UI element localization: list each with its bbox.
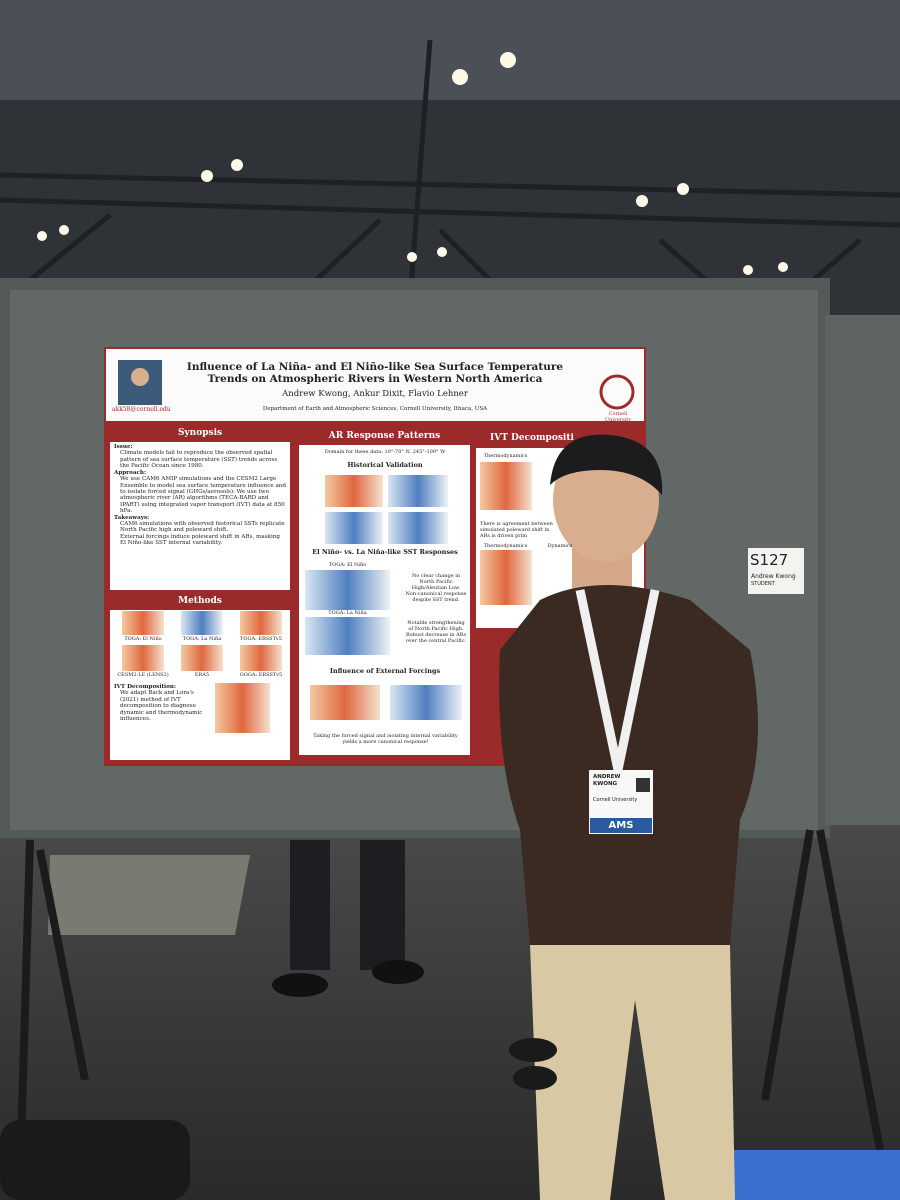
section-heading: Methods	[178, 596, 222, 606]
ceiling-lights	[37, 52, 788, 275]
bullet: CAM6 simulations with observed historica…	[120, 521, 285, 534]
subheading: Influence of External Forcings	[329, 667, 441, 675]
map-label: TOGA: ERSSTv5	[240, 636, 282, 642]
booth-number: S127	[750, 551, 789, 569]
note: Notable strengthening of North Pacific H…	[405, 620, 467, 644]
paragraph: We adapt Back and Lora's (2021) method o…	[120, 690, 203, 723]
synopsis-box	[110, 442, 290, 590]
map-label: ERA5	[194, 672, 210, 678]
subheading: Historical Validation	[347, 461, 423, 469]
paragraph: We use CAM6 AMIP simulations and the CES…	[120, 476, 286, 515]
column-label: Dynamics	[547, 543, 573, 549]
shoe	[272, 973, 328, 997]
badge-first: ANDREW	[593, 774, 621, 780]
badge-org: Cornell University	[593, 797, 638, 803]
floor-plate	[48, 855, 250, 935]
right-board	[825, 315, 900, 825]
sign-card	[748, 548, 804, 594]
poster-affiliation: Department of Earth and Atmospheric Scie…	[262, 406, 488, 412]
presenter-role: STUDENT	[751, 581, 775, 587]
presenter-name: Andrew Kwong	[751, 573, 796, 580]
author-face	[131, 368, 149, 386]
person	[499, 434, 758, 1200]
duct	[0, 0, 900, 100]
label: Issue:	[114, 444, 133, 450]
badge-brand: AMS	[608, 820, 634, 831]
label: Approach:	[114, 469, 147, 476]
note: Taking the forced signal and isolating i…	[313, 733, 458, 745]
institution: Cornell University	[604, 411, 632, 423]
panel-label: TOGA: La Niña	[328, 610, 367, 616]
note: No clear change in North Pacific High/Al…	[405, 573, 467, 603]
maps	[122, 462, 532, 733]
blue-object	[715, 1150, 900, 1200]
map-label: TOGA: El Niño	[124, 636, 162, 642]
visitor-leg	[360, 840, 405, 970]
label: Takeaways:	[114, 514, 150, 521]
map-label: GOGA: ERSSTv5	[239, 672, 283, 678]
cornell-seal	[599, 374, 635, 410]
poster-title: Influence of La Niña- and El Niño-like S…	[186, 361, 564, 386]
badge-last: KWONG	[593, 781, 618, 787]
label: IVT Decomposition:	[114, 684, 177, 690]
poster-authors: Andrew Kwong, Ankur Dixit, Flavio Lehner	[282, 389, 468, 399]
map-label: TOGA: La Niña	[182, 636, 222, 642]
panel-label: TOGA: El Niño	[328, 562, 367, 568]
column-label: Thermodynamics	[483, 453, 528, 459]
subheading: El Niño- vs. La Niña-like SST Responses	[312, 548, 458, 556]
poster-header	[106, 349, 644, 421]
map-label: CESM2-LE (LENS2)	[117, 672, 169, 678]
synopsis-text: Issue: Climate models fail to reproduce …	[114, 444, 286, 547]
section-heading: AR Response Patterns	[328, 431, 441, 441]
shoe	[372, 960, 424, 984]
section-heading: Synopsis	[177, 428, 223, 438]
bag	[0, 1120, 190, 1200]
note: There is agreement between simulated pol…	[480, 521, 553, 539]
author-email: akk58@cornell.edu	[112, 406, 171, 413]
ivt-method: IVT Decomposition: We adapt Back and Lor…	[114, 684, 212, 723]
domain-note: Domain for these data: 10°-70° N, 245°-1…	[324, 449, 446, 455]
bullet: External forcings induce poleward shift …	[120, 533, 280, 547]
column-label: Thermodynamics	[483, 543, 528, 549]
paragraph: Climate models fail to reproduce the obs…	[120, 450, 278, 470]
visitor-leg	[290, 840, 330, 970]
section-heading: IVT Decompositi	[490, 433, 574, 443]
